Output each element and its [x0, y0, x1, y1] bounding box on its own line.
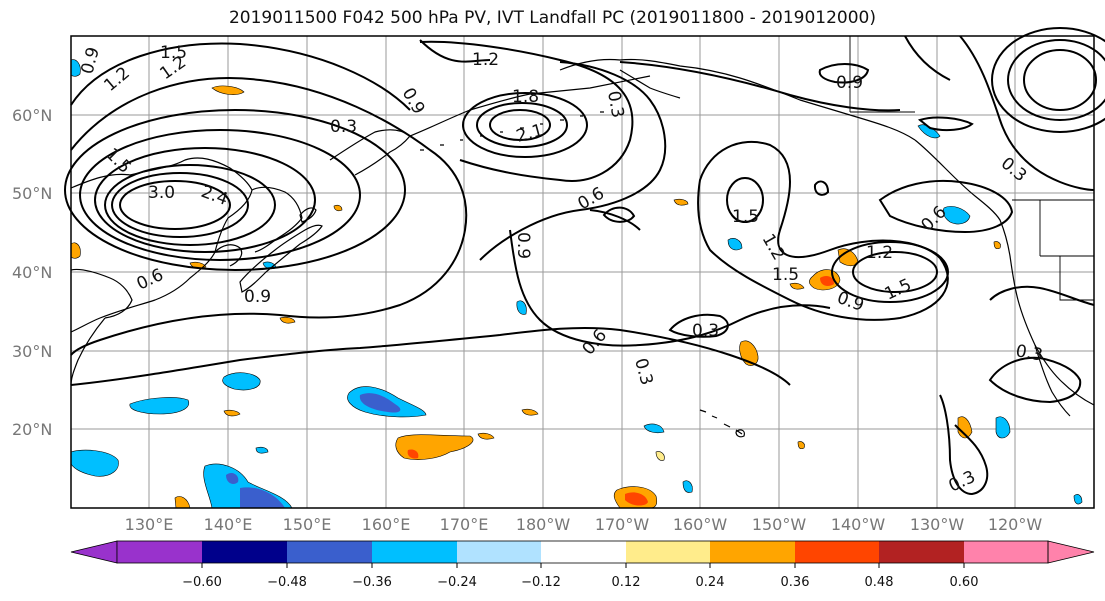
lat-label: 40°N: [12, 263, 52, 282]
contour-label: 0.9: [513, 232, 533, 259]
lat-label: 50°N: [12, 184, 52, 203]
contour-label: 0.9: [836, 73, 863, 93]
lon-label: 140°W: [831, 515, 886, 534]
colorbar-segment: [287, 541, 372, 563]
colorbar-tick-label: −0.36: [352, 575, 392, 590]
colorbar-segment: [964, 541, 1048, 563]
coastlines: [70, 36, 1095, 438]
colorbar-segment: [795, 541, 879, 563]
colorbar-tick-label: 0.36: [781, 575, 810, 590]
colorbar: −0.60 −0.48 −0.36 −0.24 −0.12 0.12 0.24 …: [70, 540, 1095, 590]
lat-label: 30°N: [12, 342, 52, 361]
contour-label: 1.2: [866, 243, 893, 263]
lat-label: 20°N: [12, 420, 52, 439]
colorbar-outline: [116, 540, 1049, 564]
lon-label: 150°E: [283, 515, 332, 534]
contour-label: 0.3: [1014, 341, 1044, 365]
lon-label: 170°E: [440, 515, 489, 534]
contour-label: 0.3: [330, 117, 357, 137]
contour-label: 1.5: [732, 207, 759, 227]
lon-label: 160°W: [673, 515, 728, 534]
colorbar-max-extend: [1047, 540, 1095, 564]
lon-label: 180°W: [516, 515, 571, 534]
contour-labels: 1.5 1.2 1.2 0.9 1.5 3.0 2.4 0.3 1.2 1.8 …: [78, 43, 1045, 497]
contour-label: 1.2: [472, 50, 499, 70]
colorbar-segment: [372, 541, 457, 563]
latitude-labels: 60°N 50°N 40°N 30°N 20°N: [12, 106, 52, 439]
contour-label: 3.0: [148, 183, 175, 203]
contour-label: 0.9: [244, 287, 271, 307]
lat-label: 60°N: [12, 106, 52, 125]
contour-label: 0.3: [603, 89, 627, 119]
colorbar-segment: [626, 541, 710, 563]
contour-label: 1.5: [772, 265, 799, 285]
colorbar-tick-label: 0.12: [612, 575, 641, 590]
contour-label: 1.8: [512, 87, 539, 107]
colorbar-tick-label: 0.24: [696, 575, 725, 590]
colorbar-segment: [879, 541, 964, 563]
graticule: [71, 36, 1094, 508]
colorbar-segment: [117, 541, 202, 563]
pv-contours: [64, 27, 1105, 496]
colorbar-tick-label: −0.24: [437, 575, 477, 590]
colorbar-segment: [202, 541, 287, 563]
colorbar-tick-label: 0.48: [865, 575, 894, 590]
lon-label: 140°E: [204, 515, 253, 534]
contour-label: 0.3: [692, 321, 719, 341]
map-frame: [70, 35, 1095, 509]
lon-label: 130°E: [125, 515, 174, 534]
colorbar-tick-label: −0.60: [182, 575, 222, 590]
colorbar-segment: [457, 541, 541, 563]
lon-label: 130°W: [910, 515, 965, 534]
contour-label: 1.5: [160, 43, 187, 63]
shaded-anomalies: [70, 59, 1083, 509]
colorbar-segment: [541, 541, 626, 563]
lon-label: 150°W: [752, 515, 807, 534]
lon-label: 170°W: [595, 515, 650, 534]
map-title: 2019011500 F042 500 hPa PV, IVT Landfall…: [228, 8, 876, 28]
lon-label: 160°E: [362, 515, 411, 534]
colorbar-tick-label: 0.60: [950, 575, 979, 590]
colorbar-tick-label: −0.12: [521, 575, 561, 590]
longitude-labels: 130°E 140°E 150°E 160°E 170°E 180°W 170°…: [125, 515, 1043, 534]
colorbar-segment: [710, 541, 795, 563]
colorbar-min-extend: [70, 540, 118, 564]
colorbar-tick-label: −0.48: [267, 575, 307, 590]
lon-label: 120°W: [988, 515, 1043, 534]
colorbar-ticks: [201, 563, 965, 568]
